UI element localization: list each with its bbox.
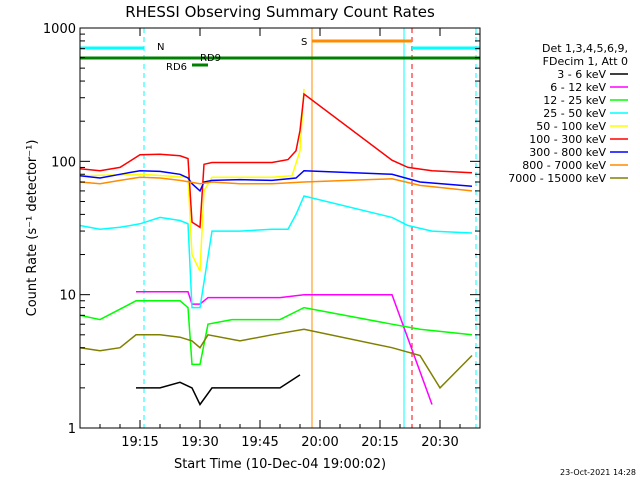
series-line-800-7000-kev <box>79 176 473 192</box>
marker-rd6-label: RD6 <box>166 62 187 73</box>
legend-entry-8: 7000 - 15000 keV <box>508 172 606 185</box>
x-tick-label-1: 19:30 <box>181 435 218 450</box>
y-tick-label-3: 1000 <box>43 22 76 37</box>
legend-entry-7: 800 - 7000 keV <box>522 159 606 172</box>
x-tick-label-2: 19:45 <box>241 435 278 450</box>
x-tick-label-3: 20:00 <box>301 435 338 450</box>
series-line-6-12-kev <box>136 291 433 405</box>
marker-rd9-label: RD9 <box>200 53 221 64</box>
series-line-50-100-kev <box>79 88 305 272</box>
legend-title-1: FDecim 1, Att 0 <box>543 55 628 68</box>
x-axis-label: Start Time (10-Dec-04 19:00:02) <box>174 457 386 472</box>
y-axis-label: Count Rate (s⁻¹ detector⁻¹) <box>25 140 40 317</box>
legend-entry-4: 50 - 100 keV <box>536 120 606 133</box>
legend-entry-0: 3 - 6 keV <box>557 68 606 81</box>
x-tick-label-0: 19:15 <box>121 435 158 450</box>
legend-entry-3: 25 - 50 keV <box>543 107 606 120</box>
x-tick-label-5: 20:30 <box>421 435 458 450</box>
x-tick-label-4: 20:15 <box>361 435 398 450</box>
footer-timestamp: 23-Oct-2021 14:28 <box>560 468 636 477</box>
y-tick-label-2: 100 <box>51 155 76 170</box>
legend-title-0: Det 1,3,4,5,6,9, <box>542 42 628 55</box>
legend-entry-1: 6 - 12 keV <box>550 81 606 94</box>
series-line-12-25-kev <box>79 300 473 366</box>
series-line-3-6-kev <box>136 374 301 406</box>
series-line-7000-15000-kev <box>79 328 473 390</box>
marker-s-label: S <box>301 37 307 48</box>
series-line-300-800-kev <box>79 169 473 193</box>
marker-n-label: N <box>157 42 164 53</box>
series-line-100-300-kev <box>79 92 473 229</box>
legend-entry-2: 12 - 25 keV <box>543 94 606 107</box>
y-tick-label-1: 10 <box>59 289 76 304</box>
legend-entry-5: 100 - 300 keV <box>529 133 606 146</box>
chart-title: RHESSI Observing Summary Count Rates <box>125 3 435 21</box>
y-tick-label-0: 1 <box>68 422 76 437</box>
series-line-25-50-kev <box>79 195 473 309</box>
legend-entry-6: 300 - 800 keV <box>529 146 606 159</box>
